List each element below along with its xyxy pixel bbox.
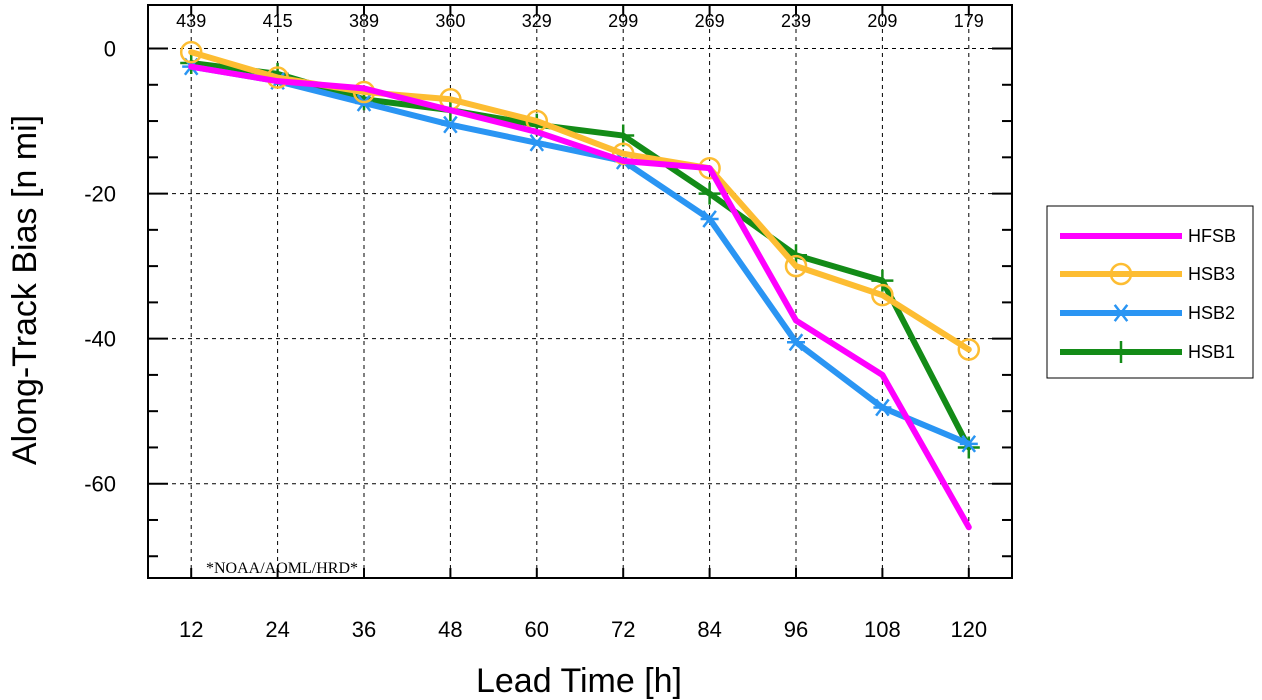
legend-label: HFSB — [1188, 226, 1236, 246]
series-line — [188, 60, 972, 451]
data-point — [534, 129, 540, 135]
y-tick-label: -20 — [84, 182, 116, 207]
data-point — [698, 182, 721, 205]
plot-frame — [147, 4, 1013, 579]
data-point — [879, 372, 885, 378]
sample-count-label: 299 — [608, 11, 638, 31]
x-tick-label: 120 — [950, 617, 987, 642]
data-point — [275, 78, 281, 84]
sample-count-label: 239 — [781, 11, 811, 31]
y-tick-label: -40 — [84, 327, 116, 352]
series-hsb1 — [180, 52, 980, 459]
sample-count-label: 179 — [954, 11, 984, 31]
data-point — [793, 318, 799, 324]
data-point — [1110, 341, 1132, 363]
x-axis-title: Lead Time [h] — [476, 662, 682, 700]
y-tick-labels: 0 -20 -40 -60 — [84, 37, 116, 497]
x-tick-label: 108 — [864, 617, 901, 642]
series-line — [188, 49, 972, 353]
data-point — [447, 107, 453, 113]
legend-item-hfsb: HFSB — [1060, 226, 1236, 246]
x-tick-labels: 12 24 36 48 60 72 84 96 108 120 — [179, 617, 987, 642]
sample-count-label: 209 — [867, 11, 897, 31]
legend-item-hsb3: HSB3 — [1060, 262, 1235, 286]
data-point — [871, 269, 894, 292]
y-tick-label: -60 — [84, 472, 116, 497]
x-tick-label: 24 — [265, 617, 289, 642]
sample-count-label: 389 — [349, 11, 379, 31]
grid — [148, 5, 1012, 578]
legend-item-hsb2: HSB2 — [1060, 303, 1235, 323]
legend-label: HSB1 — [1188, 342, 1235, 362]
data-point — [1118, 233, 1124, 239]
series-hsb2 — [182, 57, 978, 453]
data-point — [966, 524, 972, 530]
data-point — [957, 436, 980, 459]
x-tick-label: 12 — [179, 617, 203, 642]
data-point — [620, 158, 626, 164]
legend-label: HSB3 — [1188, 264, 1235, 284]
data-point — [873, 398, 892, 417]
data-point — [1109, 262, 1133, 286]
series-layer — [179, 40, 981, 531]
y-tick-label: 0 — [104, 37, 116, 62]
sample-count-label: 360 — [435, 11, 465, 31]
attribution-note: *NOAA/AOML/HRD* — [206, 560, 358, 577]
sample-count-label: 329 — [522, 11, 552, 31]
sample-count-label: 439 — [176, 11, 206, 31]
x-tick-label: 36 — [352, 617, 376, 642]
data-point — [700, 210, 719, 228]
data-point — [361, 85, 367, 91]
data-point — [784, 254, 808, 278]
data-point — [957, 338, 981, 361]
series-line — [188, 63, 972, 531]
sample-count-label: 269 — [695, 11, 725, 31]
legend-label: HSB2 — [1188, 303, 1235, 323]
data-point — [787, 333, 805, 352]
x-tick-label: 48 — [438, 617, 462, 642]
y-axis-title: Along-Track Bias [n mi] — [6, 115, 44, 465]
x-tick-label: 72 — [611, 617, 635, 642]
legend-item-hsb1: HSB1 — [1060, 341, 1235, 363]
data-point — [441, 115, 460, 134]
x-tick-label: 96 — [784, 617, 808, 642]
data-point — [707, 165, 713, 171]
data-point — [959, 434, 978, 453]
series-hfsb — [188, 63, 972, 531]
x-tick-label: 84 — [697, 617, 721, 642]
data-point — [871, 283, 894, 307]
legend: HFSB HSB3 HSB2 HSB1 — [1046, 205, 1254, 379]
x-tick-label: 60 — [525, 617, 549, 642]
tick-marks — [148, 5, 1012, 578]
data-point — [527, 133, 546, 152]
data-point — [1112, 304, 1130, 322]
sample-count-label: 415 — [263, 11, 293, 31]
sample-counts: 439 415 389 360 329 299 269 239 209 179 — [176, 11, 984, 31]
series-line — [188, 63, 972, 447]
data-point — [188, 64, 194, 70]
data-point — [179, 40, 203, 64]
